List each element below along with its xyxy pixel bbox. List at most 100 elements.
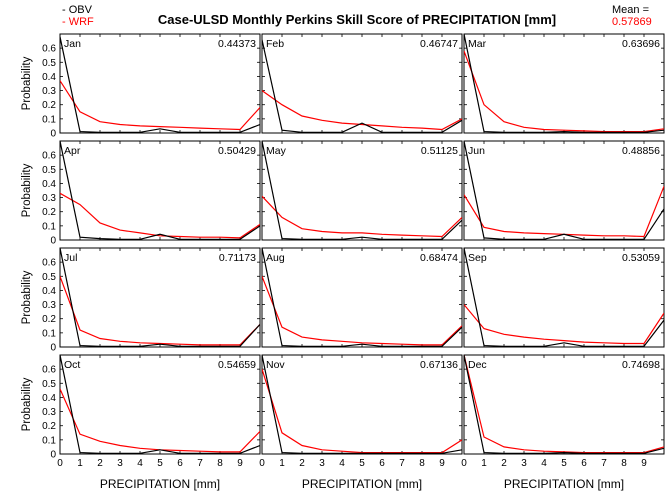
mean-label: Mean =: [612, 4, 649, 16]
y-tick-label: 0.2: [42, 421, 56, 432]
y-tick-label: 0.3: [42, 407, 56, 418]
y-tick-label: 0.6: [42, 151, 56, 162]
panel-month-label: May: [266, 145, 287, 157]
x-tick-label: 6: [581, 458, 587, 469]
y-tick-label: 0.5: [42, 379, 56, 390]
panel-score-label: 0.48856: [622, 145, 660, 157]
y-tick-label: 0.4: [42, 393, 56, 404]
y-tick-label: 0.6: [42, 44, 56, 55]
y-tick-label: 0.3: [42, 86, 56, 97]
panel-score-label: 0.54659: [218, 359, 256, 371]
panel-month-label: Dec: [468, 359, 487, 371]
y-tick-label: 0: [50, 129, 56, 140]
panel-score-label: 0.46747: [420, 38, 458, 50]
series-line-obv-jan: [60, 36, 260, 133]
x-tick-label: 3: [521, 458, 527, 469]
x-tick-label: 2: [97, 458, 103, 469]
y-tick-label: 0: [50, 236, 56, 247]
x-tick-label: 6: [177, 458, 183, 469]
legend-obv-label: - OBV: [62, 4, 93, 16]
series-line-wrf-feb: [262, 90, 462, 131]
y-tick-label: 0.3: [42, 193, 56, 204]
series-line-obv-feb: [262, 39, 462, 133]
chart-title: Case-ULSD Monthly Perkins Skill Score of…: [158, 12, 556, 27]
series-line-obv-nov: [262, 355, 462, 454]
y-axis-label: Probability: [21, 56, 33, 110]
x-tick-label: 8: [217, 458, 223, 469]
y-tick-label: 0.3: [42, 300, 56, 311]
panel-month-label: Mar: [468, 38, 487, 50]
series-line-obv-oct: [60, 355, 260, 454]
panel-score-label: 0.68474: [420, 252, 458, 264]
panel-score-label: 0.50429: [218, 145, 256, 157]
x-tick-label: 7: [601, 458, 607, 469]
series-line-wrf-jan: [60, 80, 260, 131]
panel-score-label: 0.53059: [622, 252, 660, 264]
panel-month-label: Jan: [64, 38, 81, 50]
panel-frame: [463, 247, 665, 348]
x-tick-label: 5: [359, 458, 365, 469]
panel-month-label: Feb: [266, 38, 284, 50]
panel-month-label: Oct: [64, 359, 80, 371]
panel-month-label: Sep: [468, 252, 487, 264]
series-line-obv-apr: [60, 141, 260, 240]
panel-may: May 0.51125: [261, 140, 463, 241]
panel-score-label: 0.63696: [622, 38, 660, 50]
series-line-wrf-mar: [464, 50, 664, 133]
panel-score-label: 0.67136: [420, 359, 458, 371]
series-line-obv-jul: [60, 248, 260, 347]
x-tick-label: 4: [541, 458, 547, 469]
panel-month-label: Apr: [64, 145, 81, 157]
y-tick-label: 0.6: [42, 258, 56, 269]
series-line-obv-mar: [464, 34, 664, 133]
x-tick-label: 2: [501, 458, 507, 469]
panel-frame: [261, 354, 463, 455]
panel-month-label: Nov: [266, 359, 285, 371]
legend-wrf-label: - WRF: [62, 16, 94, 28]
figure-header: - OBV - WRF Case-ULSD Monthly Perkins Sk…: [62, 4, 652, 28]
panel-jan: Jan 0.44373 0 0.1 0.2 0.3 0.4 0.5 0.6 Probability: [21, 33, 261, 140]
y-tick-label: 0: [50, 343, 56, 354]
y-tick-label: 0.4: [42, 179, 56, 190]
x-tick-label: 5: [157, 458, 163, 469]
series-line-wrf-jul: [60, 276, 260, 346]
panel-grid: Jan 0.4437300.10.20.30.40.50.6Probability…: [21, 33, 665, 469]
x-tick-label: 1: [77, 458, 83, 469]
series-line-obv-may: [262, 141, 462, 240]
panel-frame: [261, 33, 463, 134]
panel-score-label: 0.71173: [219, 252, 256, 264]
x-tick-label: 7: [197, 458, 203, 469]
panel-score-label: 0.51125: [421, 145, 458, 157]
y-tick-label: 0.1: [42, 328, 56, 339]
axis-labels: PRECIPITATION [mm] PRECIPITATION [mm] PREC…: [100, 477, 624, 491]
x-tick-label: 0: [259, 458, 265, 469]
series-line-wrf-dec: [464, 355, 664, 454]
y-tick-label: 0.2: [42, 207, 56, 218]
panel-frame: [261, 247, 463, 348]
series-line-obv-dec: [464, 355, 664, 454]
x-tick-label: 3: [319, 458, 325, 469]
x-tick-label: 3: [117, 458, 123, 469]
series-line-wrf-may: [262, 195, 462, 238]
panel-jun: Jun 0.48856: [463, 140, 665, 241]
y-tick-label: 0.4: [42, 286, 56, 297]
x-tick-label: 4: [339, 458, 345, 469]
panel-month-label: Jun: [468, 145, 485, 157]
x-tick-label: 8: [419, 458, 425, 469]
y-axis-label: Probability: [21, 163, 33, 217]
y-tick-label: 0.4: [42, 72, 56, 83]
x-tick-label: 0: [57, 458, 63, 469]
series-line-obv-sep: [464, 248, 664, 347]
y-axis-label: Probability: [21, 377, 33, 431]
panel-oct: Oct 0.54659 0 0.1 0.2 0.3 0.4 0.5 0.6 Probability…: [21, 354, 261, 469]
x-tick-label: 5: [561, 458, 567, 469]
series-line-wrf-apr: [60, 192, 260, 239]
y-tick-label: 0.1: [42, 435, 56, 446]
x-tick-label: 1: [279, 458, 285, 469]
x-axis-label: PRECIPITATION [mm]: [504, 477, 624, 491]
panel-score-label: 0.44373: [218, 38, 256, 50]
x-axis-label: PRECIPITATION [mm]: [302, 477, 422, 491]
panel-month-label: Aug: [266, 252, 285, 264]
mean-value: 0.57869: [612, 16, 652, 28]
